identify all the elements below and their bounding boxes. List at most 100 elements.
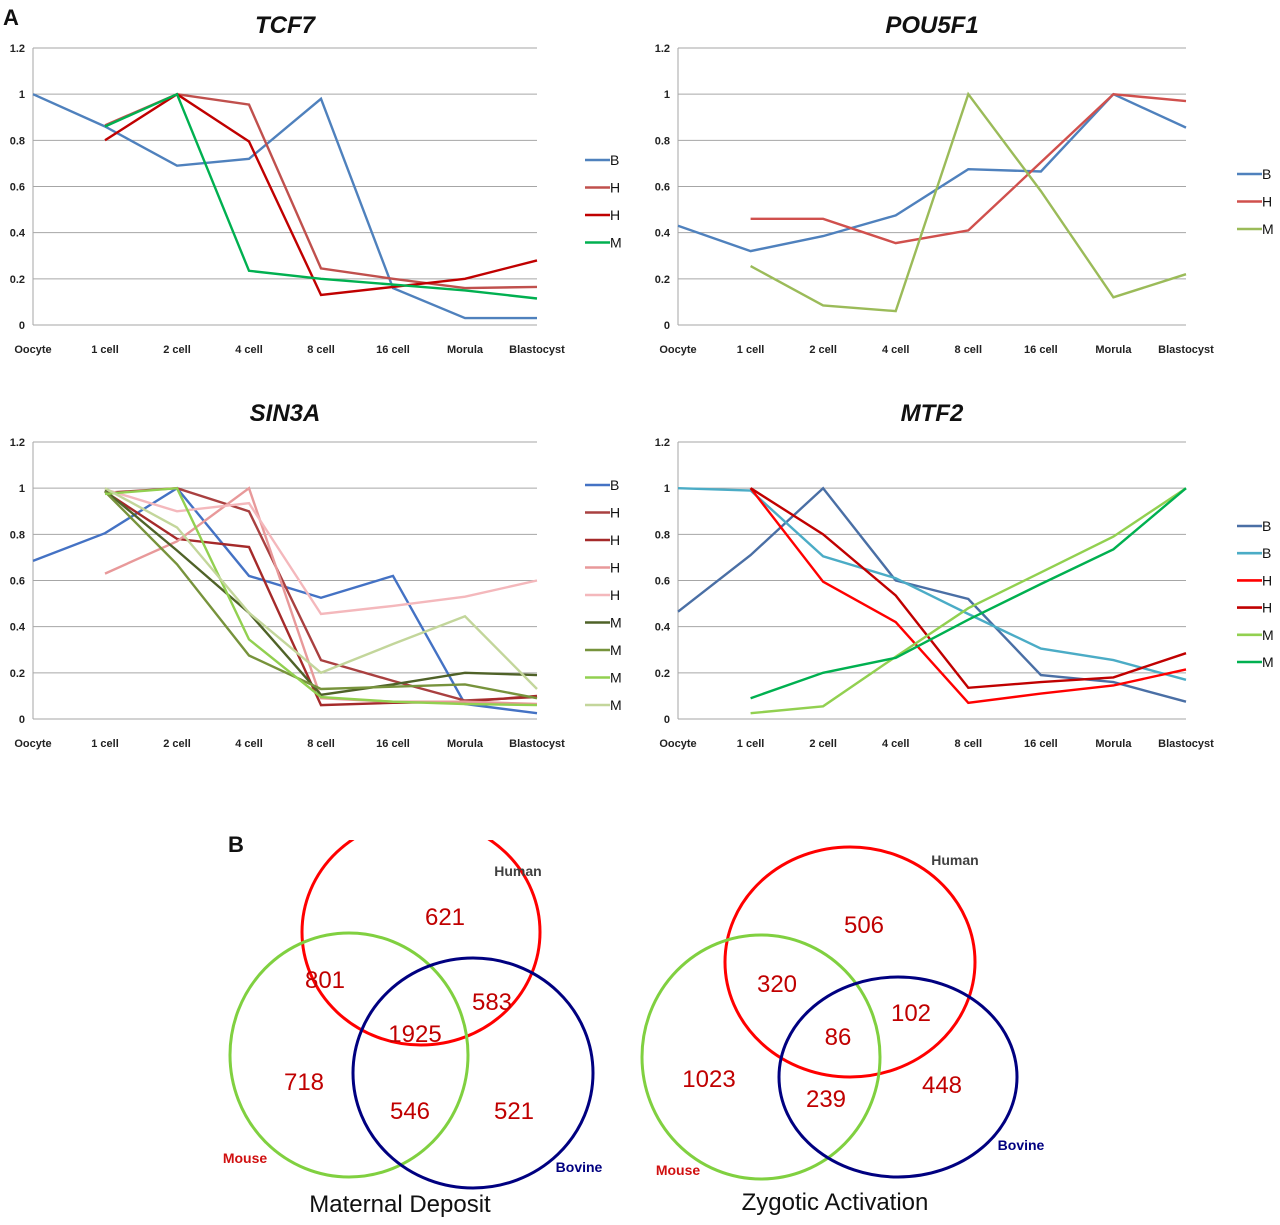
venn-count-mouse-bovine: 239 (806, 1086, 846, 1113)
series-line (105, 94, 537, 288)
series-line (105, 489, 537, 614)
x-tick-label: Oocyte (14, 344, 51, 356)
venn-count-human-only: 621 (425, 904, 465, 931)
x-tick-label: 8 cell (955, 738, 983, 750)
x-tick-label: Blastocyst (1158, 344, 1214, 356)
legend-label: B (1262, 518, 1271, 534)
x-tick-label: Blastocyst (509, 738, 565, 750)
series-m-5 (105, 490, 537, 694)
venn-count-bovine-only: 448 (922, 1072, 962, 1099)
y-tick-label: 0.4 (655, 622, 671, 634)
series-line (33, 94, 537, 318)
venn-set-label-mouse: Mouse (656, 1162, 701, 1178)
y-tick-label: 1.2 (10, 437, 25, 449)
venn-count-human-mouse: 320 (757, 971, 797, 998)
legend-item: M (1237, 627, 1274, 643)
legend-item: M (585, 670, 622, 686)
legend-item: M (1237, 654, 1274, 670)
venn-title: Maternal Deposit (309, 1191, 491, 1218)
series-b-1 (678, 488, 1186, 680)
y-tick-label: 0.6 (655, 182, 670, 194)
series-h-3 (751, 488, 1186, 688)
legend-label: B (610, 152, 619, 168)
legend-label: H (610, 532, 620, 548)
legend-item: M (585, 642, 622, 658)
x-tick-label: Oocyte (14, 738, 51, 750)
x-tick-label: 8 cell (307, 344, 335, 356)
legend-item: H (585, 180, 620, 196)
legend-item: B (585, 477, 619, 493)
legend-item: M (585, 235, 622, 251)
venn-count-human-mouse: 801 (305, 967, 345, 994)
legend-label: H (610, 560, 620, 576)
venn-count-human-only: 506 (844, 912, 884, 939)
venn-set-label-bovine: Bovine (556, 1159, 603, 1175)
x-tick-label: Oocyte (659, 344, 696, 356)
x-tick-label: Oocyte (659, 738, 696, 750)
x-tick-label: 16 cell (1024, 344, 1058, 356)
series-line (33, 488, 537, 713)
venn-set-label-human: Human (494, 863, 541, 879)
legend-item: B (1237, 545, 1271, 561)
x-tick-label: 4 cell (882, 344, 910, 356)
legend-item: M (585, 697, 622, 713)
legend-item: H (1237, 572, 1272, 588)
legend-item: H (585, 560, 620, 576)
y-tick-label: 1.2 (10, 43, 25, 55)
chart-title: TCF7 (255, 12, 317, 39)
y-tick-label: 0.2 (655, 668, 670, 680)
legend-label: H (1262, 600, 1272, 616)
y-tick-label: 1.2 (655, 43, 670, 55)
x-tick-label: 16 cell (376, 344, 410, 356)
legend-label: H (610, 207, 620, 223)
legend-label: M (610, 615, 622, 631)
series-line (105, 491, 537, 695)
legend-label: M (1262, 654, 1274, 670)
x-tick-label: Blastocyst (509, 344, 565, 356)
chart-title: POU5F1 (885, 12, 978, 39)
series-line (105, 94, 537, 295)
venn-set-label-bovine: Bovine (998, 1137, 1045, 1153)
series-line (751, 488, 1186, 688)
x-tick-label: 1 cell (737, 344, 765, 356)
y-tick-label: 0 (664, 714, 670, 726)
legend-label: B (610, 477, 619, 493)
series-m-5 (751, 488, 1186, 698)
venn-count-bovine-only: 521 (494, 1098, 534, 1125)
y-tick-label: 0.4 (655, 228, 671, 240)
legend-label: M (610, 235, 622, 251)
y-tick-label: 0.2 (10, 274, 25, 286)
legend-label: B (1262, 545, 1271, 561)
series-b-0 (33, 94, 537, 318)
y-tick-label: 1 (19, 89, 25, 101)
venn-count-mouse-bovine: 546 (390, 1098, 430, 1125)
legend-label: H (610, 180, 620, 196)
y-tick-label: 0 (19, 714, 25, 726)
legend-item: B (1237, 518, 1271, 534)
y-tick-label: 1.2 (655, 437, 670, 449)
series-line (678, 94, 1186, 251)
legend-label: B (1262, 166, 1271, 182)
series-h-4 (105, 489, 537, 614)
y-tick-label: 0.4 (10, 622, 26, 634)
legend-item: H (585, 505, 620, 521)
venn-title: Zygotic Activation (742, 1189, 929, 1216)
y-tick-label: 0.8 (655, 529, 670, 541)
legend-label: M (1262, 627, 1274, 643)
y-tick-label: 0.8 (10, 529, 25, 541)
y-tick-label: 0.6 (10, 576, 25, 588)
x-tick-label: 1 cell (737, 738, 765, 750)
x-tick-label: Morula (1095, 738, 1132, 750)
legend-label: M (1262, 221, 1274, 237)
legend-item: H (585, 207, 620, 223)
legend-item: H (1237, 600, 1272, 616)
x-tick-label: 2 cell (809, 738, 837, 750)
venn-count-mouse-only: 1023 (682, 1066, 735, 1093)
venn-count-human-bovine: 583 (472, 989, 512, 1016)
